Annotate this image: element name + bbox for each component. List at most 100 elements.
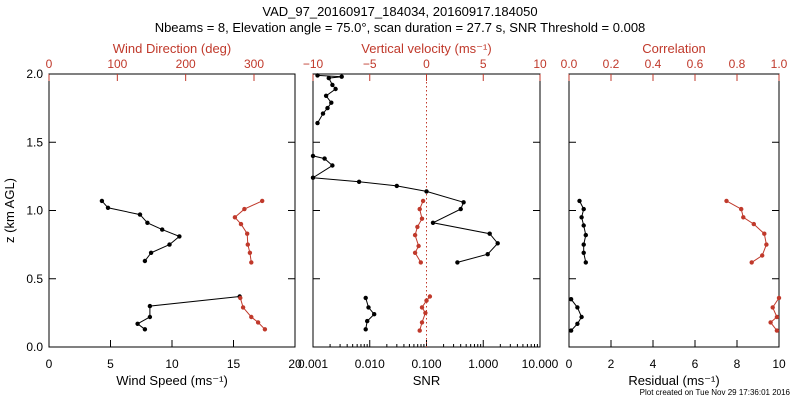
middle-bottom-tick-label: 1.000	[468, 357, 498, 371]
left-top-tick-label: 200	[176, 57, 196, 71]
left-top-tick-label: 0	[46, 57, 53, 71]
left-data-point	[142, 258, 148, 264]
middle-top-tick-label: 10	[533, 57, 547, 71]
left-data-point	[245, 242, 250, 247]
middle-data-point	[310, 153, 316, 159]
left-panel-frame	[48, 73, 296, 348]
right-top-tick-label: 0.6	[687, 57, 704, 71]
left-data-point	[148, 250, 154, 255]
right-data-point	[751, 221, 756, 227]
middle-data-point	[419, 216, 425, 221]
middle-data-point	[326, 75, 331, 81]
left-data-point	[238, 221, 244, 227]
left-bottom-tick-label: 0	[46, 357, 53, 371]
left-y-tick-label: 1.0	[26, 204, 43, 218]
middle-top-axis-label: Vertical velocity (ms⁻¹)	[361, 41, 491, 56]
figure-title-line1: VAD_97_20160917_184034, 20160917.184050	[262, 4, 537, 19]
left-bottom-tick-label: 5	[107, 357, 114, 371]
right-series-line	[769, 297, 780, 331]
left-data-point	[249, 314, 254, 320]
left-top-tick-label: 300	[244, 57, 264, 71]
left-series-line	[101, 200, 181, 262]
left-data-point	[255, 320, 261, 325]
left-data-point	[238, 295, 243, 301]
right-top-tick-label: 0.8	[729, 57, 746, 71]
right-bottom-tick-label: 10	[772, 357, 786, 371]
left-series-line	[239, 297, 266, 330]
middle-data-point	[415, 224, 420, 230]
middle-data-point	[424, 189, 429, 194]
left-y-tick-label: 1.5	[26, 135, 43, 149]
middle-data-point	[372, 312, 377, 317]
middle-data-point	[495, 241, 500, 246]
right-data-point	[577, 198, 582, 204]
right-top-tick-label: 0.0	[561, 57, 578, 71]
middle-data-point	[417, 328, 422, 333]
middle-data-point	[323, 93, 329, 99]
right-data-point	[762, 231, 767, 236]
middle-data-point	[427, 294, 433, 299]
figure-title-line2: Nbeams = 8, Elevation angle = 75.0°, sca…	[155, 20, 646, 35]
middle-data-point	[424, 298, 429, 303]
middle-data-point	[458, 206, 463, 212]
middle-data-point	[461, 200, 466, 205]
middle-data-point	[333, 86, 338, 92]
right-data-point	[581, 206, 586, 212]
middle-bottom-tick-label: 0.001	[298, 357, 328, 371]
left-data-point	[247, 250, 253, 255]
left-data-point	[240, 305, 246, 310]
middle-series-line	[317, 74, 342, 124]
right-panel-frame	[568, 73, 780, 348]
middle-series-line	[311, 155, 499, 263]
left-series-line	[136, 296, 240, 330]
right-data-point	[581, 242, 586, 247]
middle-data-point	[394, 183, 399, 189]
left-data-point	[242, 206, 247, 212]
middle-data-point	[310, 175, 316, 180]
middle-data-point	[412, 250, 418, 255]
middle-data-point	[416, 243, 421, 249]
middle-bottom-tick-label: 0.010	[355, 357, 385, 371]
right-data-point	[568, 297, 574, 302]
left-top-tick-label: 100	[107, 57, 127, 71]
right-bottom-tick-label: 4	[650, 357, 657, 371]
middle-top-tick-label: 5	[480, 57, 487, 71]
middle-data-point	[363, 295, 368, 301]
middle-top-tick-label: −10	[303, 57, 324, 71]
middle-bottom-tick-label: 10.000	[522, 357, 559, 371]
right-data-point	[760, 253, 765, 258]
left-data-point	[147, 303, 153, 309]
right-bottom-tick-label: 0	[566, 357, 573, 371]
left-data-point	[262, 327, 268, 332]
left-data-point	[145, 220, 150, 225]
right-data-point	[568, 328, 574, 333]
middle-data-point	[417, 206, 422, 212]
right-top-tick-label: 1.0	[771, 57, 788, 71]
left-data-point	[135, 321, 140, 326]
middle-data-point	[420, 198, 426, 204]
left-data-point	[137, 212, 143, 217]
middle-data-point	[322, 156, 327, 161]
left-data-point	[177, 234, 182, 239]
right-series-line	[726, 200, 767, 263]
middle-data-point	[330, 163, 335, 168]
middle-data-point	[366, 305, 371, 310]
right-data-point	[768, 320, 773, 325]
middle-top-tick-label: 0	[423, 57, 430, 71]
left-bottom-tick-label: 10	[165, 357, 179, 371]
middle-data-point	[330, 82, 335, 88]
right-data-point	[579, 215, 584, 220]
middle-bottom-axis-label: SNR	[413, 373, 440, 388]
right-data-point	[776, 295, 782, 301]
right-series-line	[570, 298, 583, 331]
right-data-point	[575, 305, 580, 310]
left-top-axis-label: Wind Direction (deg)	[113, 41, 232, 56]
middle-data-point	[329, 100, 334, 105]
right-data-point	[774, 328, 780, 333]
left-data-point	[147, 314, 153, 320]
right-bottom-tick-label: 6	[692, 357, 699, 371]
right-data-point	[764, 242, 769, 247]
